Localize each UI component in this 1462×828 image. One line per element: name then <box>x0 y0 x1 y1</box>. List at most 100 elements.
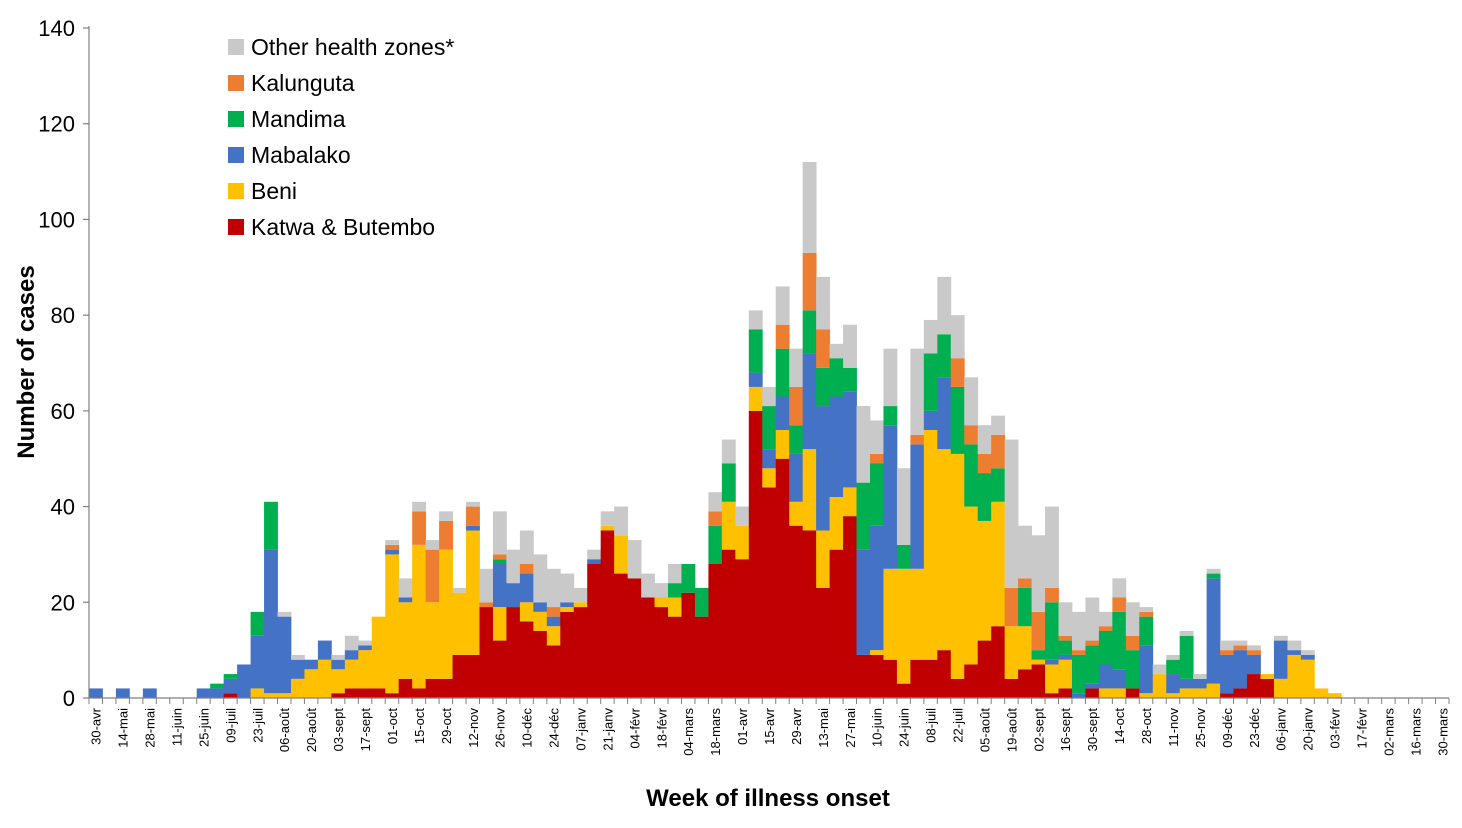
bar-segment <box>843 324 857 368</box>
bar-segment <box>869 654 884 698</box>
bar-segment <box>425 602 440 679</box>
bar-segment <box>735 506 750 526</box>
bar-segment <box>600 530 615 698</box>
bar-segment <box>1273 640 1288 679</box>
legend: Other health zones* Kalunguta Mandima Mabal… <box>228 34 454 240</box>
bar-segment <box>425 678 440 698</box>
bar-segment <box>358 688 373 698</box>
legend-label: Mandima <box>251 106 346 132</box>
bar-segment <box>1045 602 1059 660</box>
x-tick-label: 14-mai <box>116 708 131 748</box>
bar-segment <box>1098 611 1113 627</box>
x-tick-label: 12-nov <box>466 708 481 748</box>
bar-segment <box>1112 688 1127 698</box>
bar-segment <box>816 329 830 368</box>
x-tick-label: 17-févr <box>1355 707 1370 748</box>
bar-segment <box>560 607 575 612</box>
x-tick-label: 04-mars <box>681 708 696 756</box>
bar-segment <box>479 607 494 698</box>
bar-segment <box>1233 640 1248 646</box>
x-tick-label: 20-janv <box>1301 708 1316 751</box>
bar-segment <box>1233 688 1248 698</box>
bar-segment <box>385 540 400 545</box>
bar-segment <box>237 664 251 698</box>
x-tick-label: 17-sept <box>358 708 373 752</box>
bar-segment <box>762 386 777 407</box>
bar-segment <box>708 525 723 564</box>
bar-segment <box>937 650 952 698</box>
x-tick-label: 15-oct <box>412 708 427 745</box>
x-tick-label: 21-janv <box>600 708 615 751</box>
bar-segment <box>721 549 736 698</box>
bar-segment <box>614 573 629 698</box>
bar-segment <box>452 587 467 593</box>
bar-segment <box>1247 650 1261 655</box>
bar-segment <box>290 659 305 679</box>
bar-segment <box>385 544 400 550</box>
bar-segment <box>1112 611 1127 670</box>
bar-segment <box>1179 635 1194 679</box>
bar-segment <box>519 573 534 603</box>
bar-segment <box>1031 659 1046 665</box>
bar-segment <box>910 348 925 435</box>
bar-segment <box>708 511 723 526</box>
bar-segment <box>910 444 925 569</box>
y-tick-label: 20 <box>51 590 75 615</box>
bar-segment <box>304 659 319 670</box>
bar-segment <box>1193 688 1208 698</box>
x-tick-label: 09-déc <box>1220 708 1235 748</box>
bar-segment <box>506 607 521 698</box>
bar-segment <box>991 415 1006 435</box>
bar-segment <box>1287 650 1302 655</box>
x-tick-label: 02-sept <box>1031 708 1046 752</box>
legend-label: Beni <box>251 178 297 204</box>
bar-segment <box>264 693 278 698</box>
bar-segment <box>479 602 494 608</box>
bar-segment <box>1085 597 1100 641</box>
y-axis-title: Number of cases <box>13 265 40 458</box>
x-tick-label: 25-juin <box>197 708 212 747</box>
bar-segment <box>358 640 373 646</box>
bar-segment <box>977 425 992 454</box>
bar-segment <box>775 348 790 397</box>
bar-segment <box>1058 659 1073 689</box>
bar-segment <box>1206 683 1221 698</box>
x-tick-label: 07-janv <box>574 708 589 751</box>
bar-segment <box>385 693 400 698</box>
bar-segment <box>398 578 413 598</box>
bar-segment <box>331 654 346 660</box>
legend-swatch <box>228 39 244 55</box>
bar-segment <box>789 348 804 387</box>
bar-segment <box>964 425 979 445</box>
bar-segment <box>856 406 871 483</box>
bar-segment <box>290 678 305 698</box>
bar-segment <box>923 319 938 354</box>
bar-segment <box>681 564 696 593</box>
bar-segment <box>802 449 817 531</box>
legend-swatch <box>228 147 244 163</box>
bar-segment <box>721 463 736 502</box>
bar-segment <box>519 621 534 698</box>
x-tick-label: 23-juil <box>250 708 265 743</box>
bar-segment <box>223 678 238 694</box>
bar-segment <box>1031 650 1046 660</box>
bar-segment <box>843 391 857 488</box>
x-tick-label: 08-juil <box>924 708 939 743</box>
bar-segment <box>1206 568 1221 574</box>
y-tick-label: 0 <box>63 686 75 711</box>
bar-segment <box>789 525 804 698</box>
bar-segment <box>1300 659 1315 698</box>
bar-segment <box>869 650 884 655</box>
bar-segment <box>466 525 480 531</box>
bar-segment <box>277 611 292 617</box>
bar-segment <box>492 640 507 698</box>
bar-segment <box>264 549 278 694</box>
bar-segment <box>775 286 790 325</box>
bar-segment <box>344 650 359 660</box>
bar-segment <box>735 525 750 560</box>
bar-segment <box>910 659 925 698</box>
bar-segment <box>627 540 642 579</box>
bar-segment <box>587 559 602 564</box>
x-tick-label: 28-mai <box>143 708 158 748</box>
bar-segment <box>950 453 965 679</box>
